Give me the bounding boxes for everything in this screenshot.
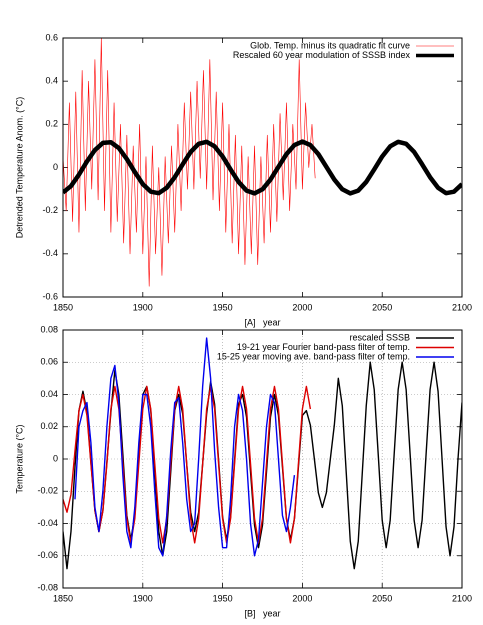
- legend-label: 15-25 year moving ave. band-pass filter …: [217, 351, 410, 361]
- x-tick-label: 1900: [133, 302, 153, 312]
- plot-frame: [62, 329, 463, 589]
- legend-label: rescaled SSSB: [349, 332, 410, 342]
- x-tick-label: 1950: [213, 593, 233, 603]
- x-tick-label: 2100: [452, 593, 472, 603]
- y-tick-label: 0: [53, 453, 58, 463]
- x-axis-label: [B] year: [244, 608, 280, 618]
- y-tick-label: -0.04: [37, 518, 58, 528]
- x-axis-label: [A] year: [244, 317, 280, 327]
- series-line: [63, 385, 312, 544]
- series-line: [63, 139, 462, 196]
- y-tick-label: 0.04: [40, 389, 58, 399]
- legend-label: 19-21 year Fourier band-pass filter of t…: [237, 342, 410, 352]
- y-tick-label: 0.06: [40, 357, 58, 367]
- x-tick-label: 1900: [133, 593, 153, 603]
- y-tick-label: -0.06: [37, 550, 58, 560]
- y-tick-label: -0.6: [42, 291, 58, 301]
- y-tick-label: -0.4: [42, 248, 58, 258]
- x-tick-label: 2100: [452, 302, 472, 312]
- series-line: [74, 337, 296, 557]
- legend-label: Glob. Temp. minus its quadratic fit curv…: [250, 40, 410, 50]
- x-tick-label: 1950: [213, 302, 233, 312]
- y-tick-label: 0.02: [40, 421, 58, 431]
- x-tick-label: 2000: [292, 593, 312, 603]
- legend-label: Rescaled 60 year modulation of SSSB inde…: [233, 50, 411, 60]
- y-tick-label: 0.08: [40, 324, 58, 334]
- y-tick-label: 0: [53, 162, 58, 172]
- x-tick-label: 2000: [292, 302, 312, 312]
- y-tick-label: 0.2: [45, 119, 58, 129]
- x-tick-label: 1850: [53, 593, 73, 603]
- x-tick-label: 2050: [372, 593, 392, 603]
- y-axis-label: Temperature (°C): [14, 424, 24, 493]
- y-axis-label: Detrended Temperature Anom. (°C): [14, 97, 24, 239]
- y-tick-label: -0.02: [37, 486, 58, 496]
- panel: -0.6 -0.4 -0.2 0 0.2 0.4 0.6 1850 1900 1950 2000 20…: [14, 32, 472, 327]
- y-tick-label: -0.2: [42, 205, 58, 215]
- y-tick-label: -0.08: [37, 582, 58, 592]
- plot-frame: [62, 37, 463, 298]
- y-tick-label: 0.6: [45, 32, 58, 42]
- panel: -0.08 -0.06 -0.04 -0.02 0 0.02 0.04 0.06 0.08 185…: [14, 324, 472, 618]
- x-tick-label: 2050: [372, 302, 392, 312]
- y-tick-label: 0.4: [45, 76, 58, 86]
- x-tick-label: 1850: [53, 302, 73, 312]
- series-line: [63, 38, 316, 287]
